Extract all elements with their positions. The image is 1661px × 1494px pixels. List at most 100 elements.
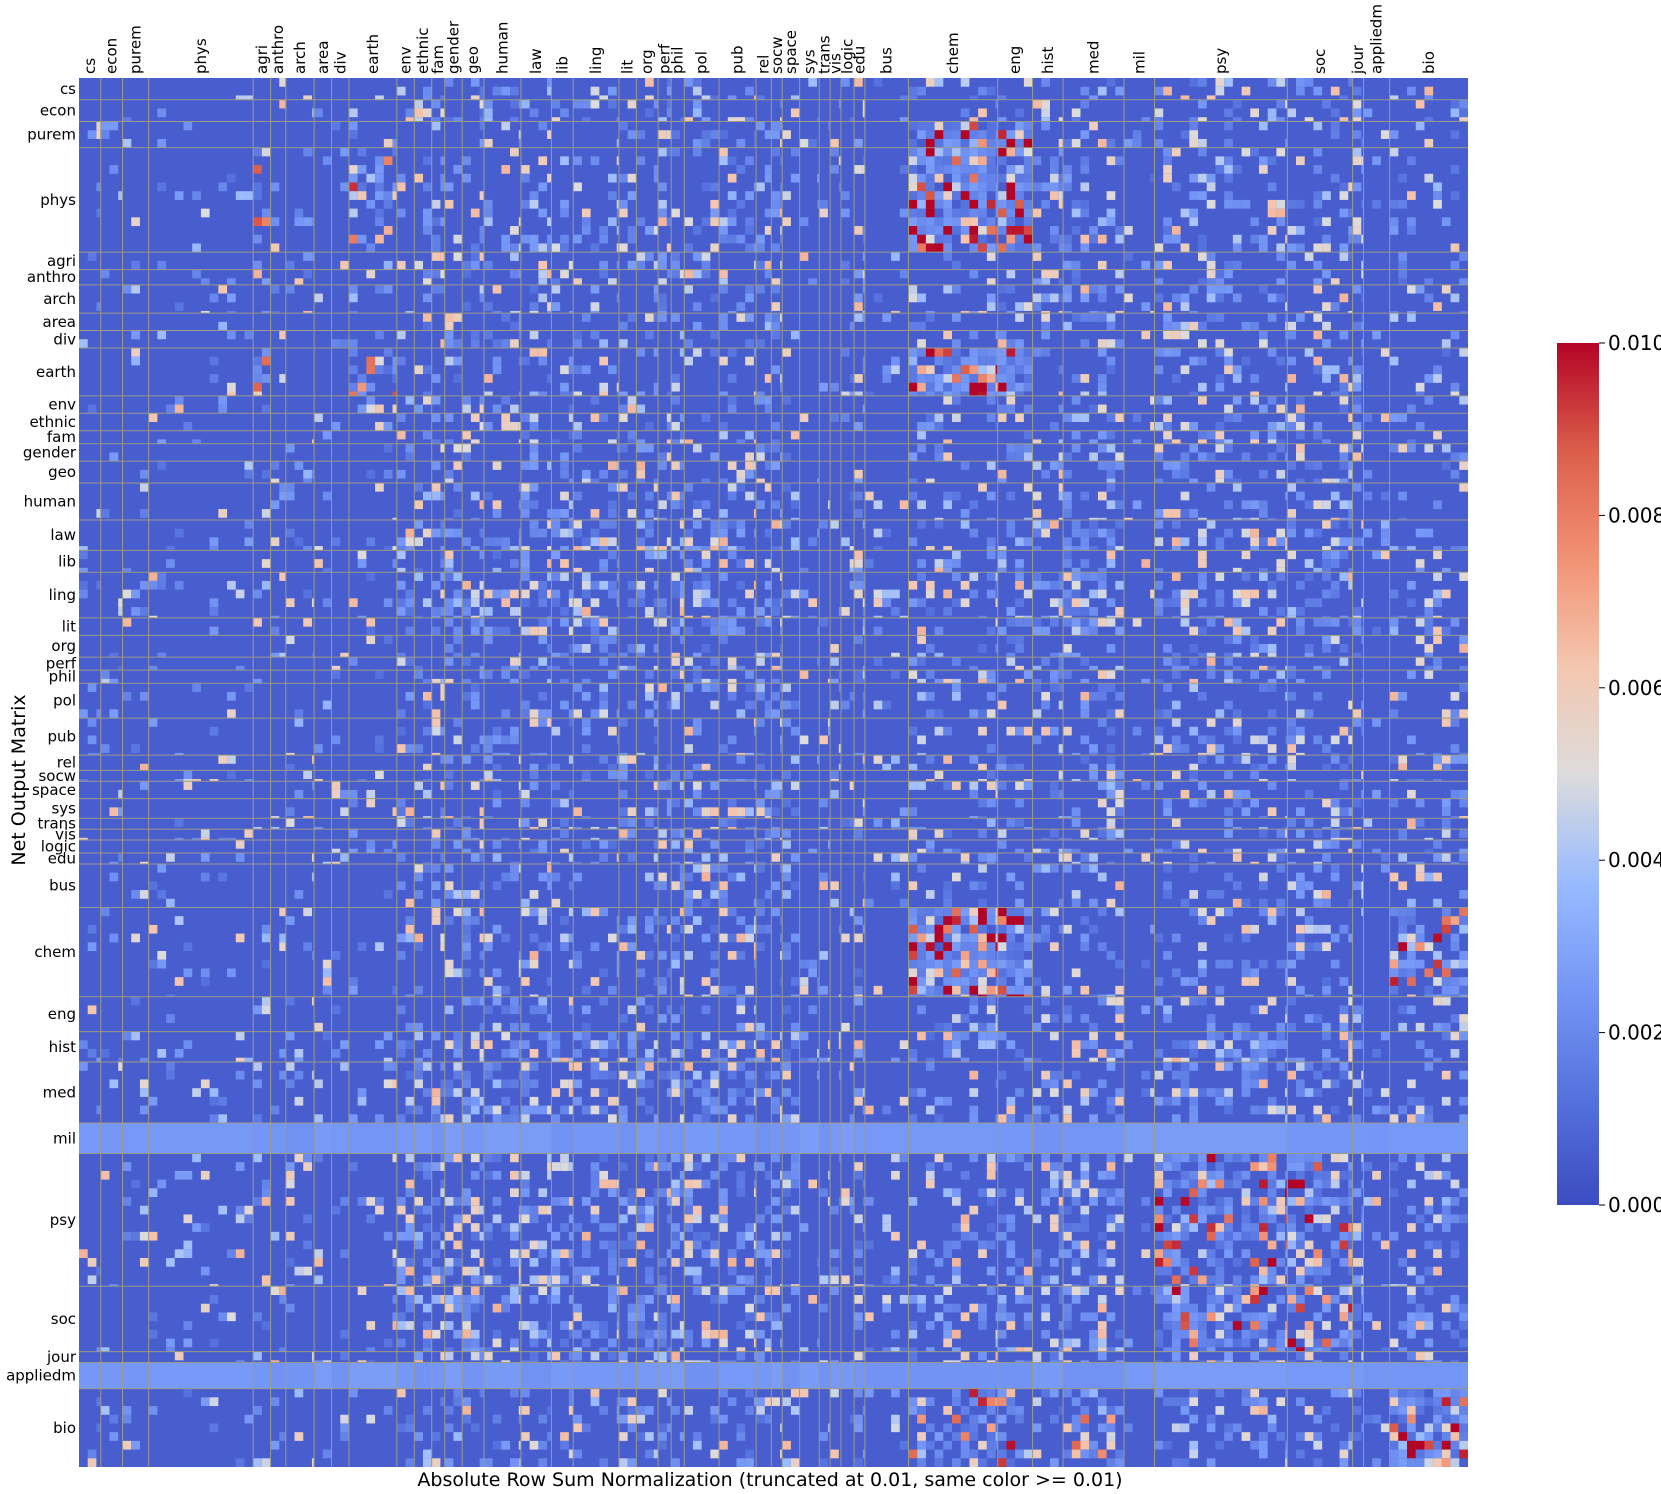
heatmap-cell [1023,173,1033,183]
heatmap-cell [1287,413,1297,422]
heatmap-cell [745,615,754,618]
heatmap-cell [520,173,530,183]
heatmap-cell [311,872,315,882]
heatmap-cell [666,779,672,782]
heatmap-cell [1398,546,1408,551]
heatmap-cell [1041,626,1050,636]
heatmap-cell [1450,789,1460,799]
heatmap-cell [453,117,463,122]
heatmap-cell [943,347,953,357]
heatmap-cell [771,691,781,701]
heatmap-cell [1224,670,1233,679]
heatmap-cell [995,138,998,148]
heatmap-cell [969,789,979,799]
heatmap-cell [581,615,591,618]
heatmap-cell [109,872,119,882]
heatmap-cell [1115,798,1125,808]
heatmap-cell [671,313,680,322]
heatmap-cell [1361,365,1364,375]
heatmap-cell [636,391,646,396]
heatmap-cell [1163,313,1172,322]
heatmap-cell [1339,293,1349,303]
heatmap-cell [311,469,315,479]
heatmap-cell [1124,252,1133,261]
heatmap-cell [782,191,791,200]
heatmap-cell [1023,130,1033,139]
heatmap-cell [917,826,926,830]
heatmap-cell [1015,916,1024,925]
heatmap-cell [470,683,480,692]
heatmap-cell [1058,580,1064,590]
heatmap-cell [862,278,865,285]
heatmap-cell [1224,818,1233,827]
heatmap-cell [1348,848,1353,854]
heatmap-cell [616,208,619,218]
heatmap-cell [547,339,552,348]
heatmap-cell [1285,269,1288,279]
heatmap-cell [1441,924,1451,934]
heatmap-cell [710,1057,720,1063]
heatmap-cell [1049,617,1059,627]
heatmap-cell [1163,709,1172,719]
heatmap-cell [658,208,667,218]
heatmap-cell [978,853,987,862]
heatmap-cell [753,683,757,692]
heatmap-cell [294,718,304,727]
heatmap-cell [616,461,619,470]
heatmap-cell [440,95,445,100]
heatmap-cell [253,589,262,599]
heatmap-cell [1322,478,1331,483]
heatmap-cell [745,589,754,599]
heatmap-cell [375,421,384,431]
heatmap-cell [819,985,828,995]
heatmap-cell [348,977,358,986]
heatmap-cell [122,1031,132,1041]
heatmap-cell [1080,284,1090,294]
heatmap-cell [701,683,711,692]
heatmap-cell [235,665,245,671]
heatmap-cell [986,985,996,995]
heatmap-cell [1150,861,1155,864]
heatmap-cell [736,439,746,444]
heatmap-cell [279,907,286,917]
heatmap-cell [1296,580,1305,590]
heatmap-cell [997,347,1007,357]
heatmap-cell [1023,1005,1033,1015]
heatmap-cell [756,234,765,244]
heatmap-cell [573,826,582,830]
heatmap-cell [551,652,561,658]
heatmap-cell [529,933,539,943]
heatmap-cell [599,339,609,348]
heatmap-cell [518,959,521,969]
heatmap-cell [396,1048,406,1058]
heatmap-cell [1006,916,1016,925]
heatmap-cell [1296,709,1305,719]
heatmap-cell [710,678,720,684]
heatmap-cell [1089,626,1098,636]
heatmap-cell [270,478,280,483]
heatmap-cell [727,395,737,405]
heatmap-cell [719,1040,728,1049]
heatmap-cell [952,391,961,396]
heatmap-cell [1215,439,1225,444]
heatmap-cell [684,117,693,122]
heatmap-cell [109,121,119,131]
heatmap-cell [862,356,865,366]
heatmap-cell [1361,199,1364,209]
heatmap-cell [1032,252,1042,261]
heatmap-cell [1097,781,1107,790]
heatmap-cell [908,293,918,303]
heatmap-cell [303,269,312,279]
heatmap-cell [366,848,376,854]
heatmap-cell [978,1040,987,1049]
heatmap-cell [392,404,397,414]
heatmap-cell [1132,779,1142,782]
heatmap-cell [653,763,659,771]
heatmap-cell [510,872,519,882]
heatmap-cell [960,933,970,943]
heatmap-cell [100,744,110,753]
heatmap-cell [183,1040,193,1049]
heatmap-cell [1224,789,1233,799]
heatmap-cell [551,243,561,253]
heatmap-cell [209,374,219,383]
